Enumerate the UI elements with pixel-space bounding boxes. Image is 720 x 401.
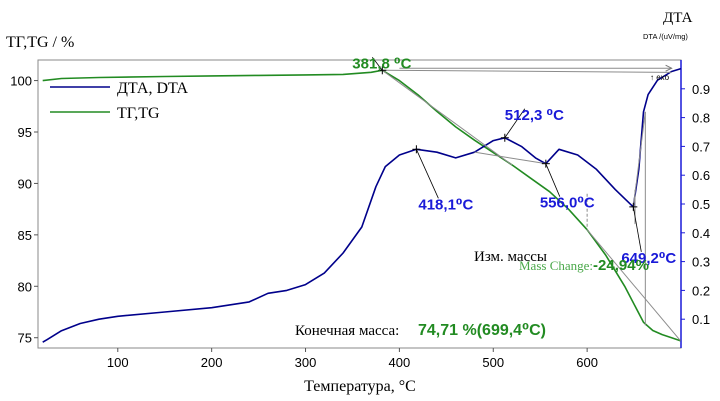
series-line-tg [42, 69, 681, 342]
annotation-label: 418,1⁰C [418, 196, 473, 213]
right-tick-label: 0.3 [692, 255, 710, 270]
right-tick-label: 0.4 [692, 226, 710, 241]
right-axis-title: ДТА [663, 10, 693, 26]
tg-onset-tangent [382, 69, 513, 166]
left-tick-label: 80 [18, 279, 32, 294]
mass-change-ru-label: Изм. массы [474, 249, 547, 265]
left-tick-label: 75 [18, 331, 32, 346]
x-tick-label: 600 [576, 355, 598, 370]
right-tick-label: 0.2 [692, 283, 710, 298]
right-tick-label: 0.1 [692, 312, 710, 327]
annotation-leader [545, 163, 561, 197]
annotation-label: 649,2⁰C [621, 250, 676, 267]
left-tick-label: 95 [18, 125, 32, 140]
right-axis: 0.1 0.2 0.3 0.4 0.5 0.6 0.7 0.8 0.9 [680, 60, 710, 348]
legend-label-tg: ТГ,TG [117, 105, 160, 122]
left-tick-label: 90 [18, 176, 32, 191]
x-tick-label: 300 [295, 355, 317, 370]
annotation-label: 381,8 ⁰C [352, 55, 411, 72]
left-axis: 75 80 85 90 95 100 [10, 74, 38, 346]
annotation-leader [632, 206, 642, 252]
right-tick-label: 0.9 [692, 82, 710, 97]
annotation-label: 556,0⁰C [540, 195, 595, 212]
final-mass-label: Конечная масса: [295, 323, 399, 339]
top-arrow-head [665, 64, 673, 72]
right-tick-label: 0.6 [692, 168, 710, 183]
left-axis-title: ТГ,TG / % [6, 34, 74, 51]
annotation-leader [416, 149, 439, 199]
left-tick-label: 85 [18, 228, 32, 243]
tg-end-tangent [586, 229, 681, 342]
annotation-leader [371, 57, 383, 71]
right-tick-label: 0.5 [692, 197, 710, 212]
final-mass-annotation: Конечная масса: 74,71 %(699,4⁰C) [295, 322, 546, 339]
legend-label-dta: ДТА, DTA [117, 80, 188, 97]
tg-baseline [382, 69, 672, 73]
dta-tangent [474, 151, 546, 165]
mass-change-label: Mass Change:-24,94% [519, 257, 649, 274]
series-line-dta [42, 67, 682, 343]
right-tick-label: 0.7 [692, 139, 710, 154]
x-tick-label: 500 [482, 355, 504, 370]
x-tick-label: 100 [107, 355, 129, 370]
x-axis: 100 200 300 400 500 600 [107, 348, 598, 370]
final-mass-value: 74,71 %(699,4⁰C) [418, 322, 546, 339]
annotation-label: 512,3 ⁰C [505, 107, 564, 124]
x-tick-label: 200 [201, 355, 223, 370]
left-tick-label: 100 [10, 74, 32, 89]
right-axis-subtitle: DTA /(uV/mg) [643, 32, 688, 41]
legend: ДТА, DTA ТГ,TG [50, 80, 188, 122]
x-axis-label: Температура, °C [304, 378, 416, 395]
annotation-leader [504, 108, 526, 138]
exo-label: ↑ exo [650, 73, 670, 82]
right-tick-label: 0.8 [692, 111, 710, 126]
mass-change-annotation: Mass Change:-24,94% Изм. массы [474, 249, 649, 274]
x-tick-label: 400 [389, 355, 411, 370]
